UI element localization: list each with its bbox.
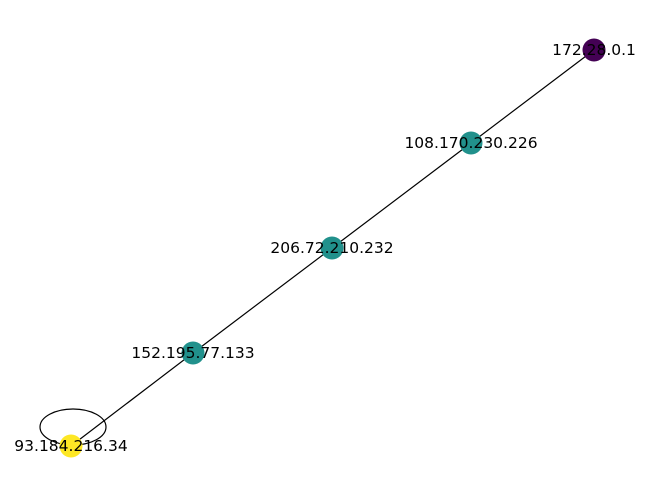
node-label-108-170-230-226: 108.170.230.226 xyxy=(404,134,537,152)
node-label-206-72-210-232: 206.72.210.232 xyxy=(270,239,393,257)
node-172-28-0-1 xyxy=(582,38,606,62)
node-206-72-210-232 xyxy=(320,236,344,260)
edge-108-170-230-226-to-206-72-210-232 xyxy=(331,142,472,249)
edge-152-195-77-133-to-93-184-216-34 xyxy=(70,352,194,447)
node-label-172-28-0-1: 172.28.0.1 xyxy=(552,41,636,59)
edge-206-72-210-232-to-152-195-77-133 xyxy=(192,247,333,354)
node-108-170-230-226 xyxy=(459,131,483,155)
nodes-layer xyxy=(59,38,606,458)
node-label-93-184-216-34: 93.184.216.34 xyxy=(14,437,127,455)
edge-172-28-0-1-to-108-170-230-226 xyxy=(470,49,595,144)
node-93-184-216-34 xyxy=(59,434,83,458)
labels-layer: 172.28.0.1 108.170.230.226 206.72.210.232 1… xyxy=(14,41,636,455)
node-152-195-77-133 xyxy=(181,341,205,365)
node-label-152-195-77-133: 152.195.77.133 xyxy=(131,344,254,362)
